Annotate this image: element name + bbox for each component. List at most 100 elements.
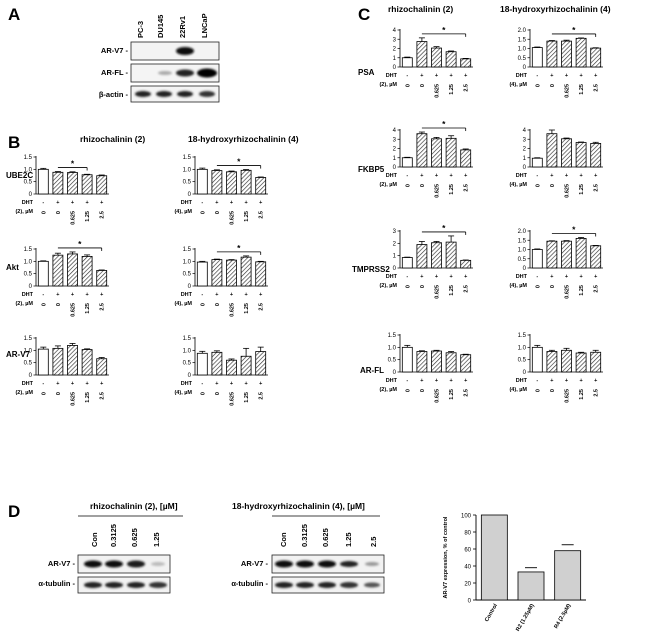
significance-star: *	[237, 243, 241, 253]
dht-label: DHT	[386, 173, 398, 179]
bar	[211, 351, 223, 376]
dht-label: DHT	[181, 200, 193, 206]
bar	[531, 157, 543, 168]
y-tick-label: 2	[393, 241, 397, 247]
blot-band	[84, 582, 102, 588]
blot-band	[275, 560, 293, 568]
dose-value: 1.25	[244, 211, 250, 222]
bar	[226, 359, 237, 376]
dht-label: DHT	[386, 378, 398, 384]
dose-value: 0	[41, 303, 47, 306]
panel-c-title-h: 18-hydroxyrhizochalinin (4)	[500, 4, 611, 14]
bar	[546, 133, 558, 168]
dose-value: 1.25	[244, 303, 250, 314]
bar	[196, 352, 208, 376]
dose-value: 1.25	[579, 285, 585, 296]
dose-value: 2.5	[594, 285, 600, 293]
chart-ar-v7-h: 0 0.5 1.0 1.5 DHT (4), µM - 0 +0 +0.625 +1.25 +2.5	[174, 336, 268, 406]
blot-row-label: β-actin -	[99, 90, 129, 99]
dht-sign: +	[464, 274, 467, 280]
row-label-ube2c: UBE2C	[6, 171, 33, 180]
bar	[416, 351, 428, 373]
y-tick-label: 0	[29, 373, 33, 379]
dose-label: (4), µM	[174, 390, 192, 396]
dht-sign: +	[420, 73, 423, 79]
panel-label-b: B	[8, 133, 20, 152]
dht-sign: -	[42, 381, 44, 387]
dose-value: 0	[535, 84, 541, 87]
panel-d-blot-2: 18-hydroxyrhizochalinin (4), [µM] Con 0.…	[231, 501, 385, 594]
bar	[226, 171, 237, 195]
bar	[561, 349, 572, 373]
dose-value: 1.25	[449, 84, 455, 95]
dose-value: 0.625	[71, 303, 77, 317]
dose-value: 2.5	[594, 184, 600, 192]
bar	[255, 351, 267, 376]
dht-sign: -	[536, 73, 538, 79]
dht-sign: +	[215, 381, 218, 387]
dose-value: 2.5	[259, 303, 265, 311]
blot-row-label: α-tubulin -	[38, 579, 75, 588]
blot-title: rhizochalinin (2), [µM]	[90, 501, 178, 511]
dose-value: 0.625	[435, 84, 441, 98]
dose-value: 1.25	[579, 389, 585, 400]
dht-sign: +	[85, 292, 88, 298]
y-tick-label: 0.5	[518, 257, 527, 263]
dht-sign: +	[579, 173, 582, 179]
dose-value: 1.25	[85, 392, 91, 403]
blot-band	[340, 582, 358, 588]
bar	[431, 350, 442, 373]
bar	[546, 40, 558, 68]
dht-sign: +	[244, 200, 247, 206]
y-tick-label: 0.5	[183, 272, 192, 278]
significance-star: *	[442, 119, 446, 129]
bar	[460, 354, 472, 373]
dose-value: 2.5	[464, 184, 470, 192]
dose-value: 0	[550, 84, 556, 87]
lane-label: 0.3125	[300, 524, 309, 547]
dose-value: 0	[200, 303, 206, 306]
dose-label: (2), µM	[379, 82, 397, 88]
dose-value: 0	[550, 389, 556, 392]
dose-value: 1.25	[85, 303, 91, 314]
dht-sign: +	[435, 173, 438, 179]
dose-value: 2.5	[100, 392, 106, 400]
y-tick-label: 0.5	[518, 358, 527, 364]
row-label-tmprss2: TMPRSS2	[352, 265, 390, 274]
row-label-arv7: AR-V7	[6, 350, 31, 359]
y-tick-label: 1	[393, 56, 397, 62]
bar	[67, 253, 78, 287]
blot-band	[151, 562, 165, 566]
bar	[52, 254, 64, 287]
bar	[445, 137, 457, 168]
y-tick-label: 0	[29, 192, 33, 198]
chart-ube2c-r: 0 0.5 1.0 1.5 * DHT (2), µM - 0 +0 +0.625 +1.25 +2.5	[15, 155, 109, 225]
dht-sign: +	[215, 292, 218, 298]
panel-b-title-r: rhizochalinin (2)	[80, 134, 145, 144]
chart-akt-h: 0 0.5 1.0 1.5 * DHT (4), µM - 0 +0 +0.625 +1.25 +2.5	[174, 243, 268, 317]
y-tick-label: 40	[464, 565, 471, 571]
y-tick-label: 1.5	[518, 238, 527, 244]
dose-value: 0	[215, 392, 221, 395]
bar	[211, 170, 223, 195]
y-tick-label: 100	[461, 514, 472, 520]
y-tick-label: 1	[393, 156, 397, 162]
blot-band	[135, 91, 151, 97]
y-tick-label: 0.5	[24, 361, 33, 367]
y-tick-label: 3	[523, 137, 527, 143]
dht-sign: +	[464, 378, 467, 384]
dose-label: (4), µM	[509, 283, 527, 289]
dht-sign: +	[435, 378, 438, 384]
bar	[445, 352, 457, 373]
blot-band	[364, 582, 380, 588]
y-tick-label: 1.5	[518, 333, 527, 339]
y-tick-label: 60	[464, 548, 471, 554]
dose-value: 0.625	[565, 84, 571, 98]
y-tick-label: 2	[523, 147, 527, 153]
y-tick-label: 0	[188, 373, 192, 379]
chart-psa-r: 0 1 2 3 4 * DHT (2), µM - 0 +0 +0.625 +1.25 +2.5	[379, 25, 473, 98]
dht-sign: +	[594, 378, 597, 384]
blot-band	[296, 582, 314, 588]
dht-label: DHT	[181, 381, 193, 387]
dose-value: 0	[535, 184, 541, 187]
